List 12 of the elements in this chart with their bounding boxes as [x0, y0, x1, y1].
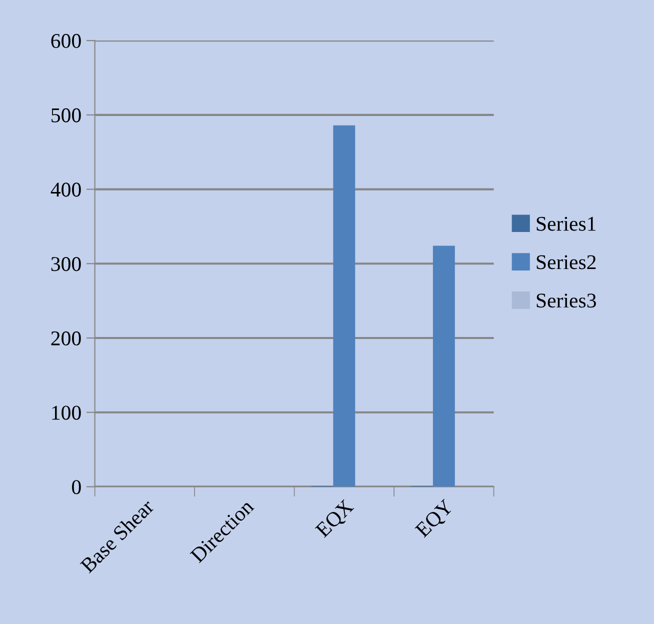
- y-tick-label: 0: [72, 480, 81, 494]
- y-tick-label: 300: [51, 257, 81, 272]
- y-tick-label: 100: [52, 406, 81, 420]
- y-tick-label: 200: [51, 331, 81, 346]
- y-tick-label: 600: [51, 34, 81, 48]
- y-tick-label: 500: [52, 108, 81, 122]
- bar: [432, 246, 455, 487]
- y-tick-label: 400: [50, 182, 81, 197]
- bar: [333, 125, 356, 487]
- legend-label: Series2: [536, 255, 596, 270]
- legend-label: Series1: [536, 216, 596, 231]
- legend-label: Series3: [536, 294, 596, 308]
